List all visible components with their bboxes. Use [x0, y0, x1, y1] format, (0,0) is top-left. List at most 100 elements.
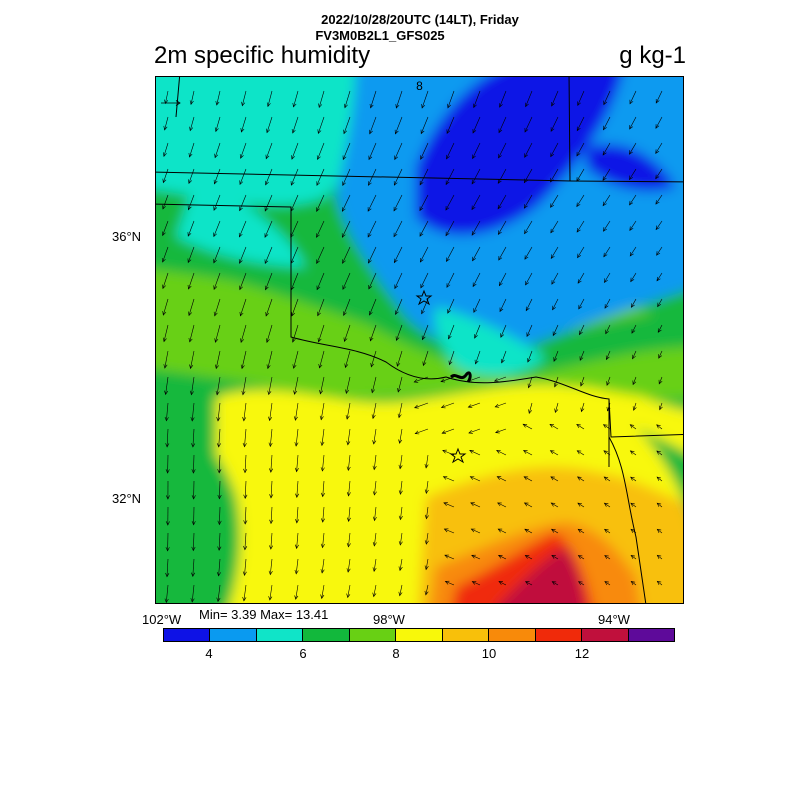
- wind-arrow: [655, 90, 663, 104]
- wind-arrow: [265, 142, 273, 160]
- wind-arrow: [191, 558, 196, 577]
- wind-arrow: [604, 298, 611, 309]
- wind-arrow: [213, 220, 221, 238]
- wind-arrow: [242, 428, 247, 448]
- wind-arrow: [603, 220, 611, 232]
- wind-arrow: [217, 532, 222, 551]
- wind-arrow: [292, 350, 299, 369]
- wind-arrow: [165, 558, 170, 578]
- wind-arrow: [290, 220, 299, 238]
- wind-arrow: [414, 402, 429, 409]
- wind-arrow: [269, 532, 274, 550]
- wind-arrow: [522, 450, 533, 456]
- wind-arrow: [395, 90, 403, 109]
- wind-arrow: [579, 350, 585, 361]
- wind-arrow: [629, 450, 637, 456]
- wind-arrow: [319, 402, 325, 421]
- wind-arrow: [500, 350, 507, 364]
- wind-arrow: [655, 220, 663, 231]
- wind-arrow: [320, 532, 325, 549]
- wind-arrow: [372, 506, 377, 522]
- wind-arrow: [346, 454, 351, 471]
- wind-arrow: [499, 298, 507, 313]
- wind-arrow: [469, 476, 481, 482]
- wind-arrow: [576, 220, 585, 233]
- forecast-datetime: 2022/10/28/20UTC (14LT), Friday: [321, 12, 519, 27]
- wind-arrow: [368, 142, 377, 161]
- wind-arrow: [397, 376, 403, 393]
- wind-arrow: [629, 142, 637, 155]
- wind-arrow: [294, 584, 299, 600]
- wind-arrow: [162, 298, 169, 316]
- wind-arrow: [265, 168, 273, 186]
- wind-arrow: [576, 450, 585, 456]
- wind-arrow: [191, 428, 196, 448]
- wind-arrow: [658, 350, 663, 359]
- colorbar-segment: [582, 629, 629, 641]
- wind-arrow: [165, 454, 170, 474]
- wind-arrow: [290, 168, 299, 186]
- variable-title: 2m specific humidity: [154, 42, 371, 69]
- wind-arrow: [442, 476, 455, 482]
- wind-arrow: [239, 298, 247, 317]
- wind-arrow: [346, 506, 351, 522]
- wind-arrow: [368, 246, 377, 264]
- wind-arrow: [551, 272, 559, 285]
- wind-arrow: [602, 142, 611, 156]
- wind-arrow: [576, 194, 585, 208]
- wind-arrow: [499, 90, 507, 108]
- wind-arrow: [580, 402, 585, 413]
- wind-arrow: [398, 454, 403, 470]
- wind-arrow: [424, 558, 429, 571]
- wind-arrow: [495, 428, 507, 434]
- wind-arrow: [630, 272, 637, 283]
- wind-arrow: [240, 116, 247, 133]
- wind-arrow: [294, 532, 299, 550]
- wind-arrow: [165, 532, 170, 552]
- lon-label-98w: 98°W: [373, 612, 405, 627]
- wind-arrow: [290, 246, 299, 265]
- wind-arrow: [630, 298, 637, 308]
- wind-arrow: [189, 116, 195, 132]
- wind-arrow: [419, 194, 429, 212]
- wind-arrow: [421, 298, 429, 315]
- wind-arrow: [162, 324, 169, 343]
- wind-arrow: [320, 558, 325, 574]
- wind-arrow: [163, 350, 169, 369]
- wind-arrow: [189, 350, 195, 370]
- wind-arrow: [576, 116, 585, 132]
- wind-arrow: [528, 402, 533, 414]
- wind-arrow: [602, 424, 611, 430]
- wind-arrow: [240, 350, 247, 370]
- wind-arrow: [397, 402, 403, 419]
- wind-arrow: [656, 476, 663, 482]
- wind-arrow: [242, 584, 247, 602]
- wind-arrow: [473, 90, 481, 109]
- wind-arrow: [631, 324, 637, 334]
- state-borders: [156, 77, 683, 603]
- wind-arrow: [656, 502, 663, 508]
- wind-arrow: [398, 558, 403, 572]
- colorbar-segment: [535, 629, 583, 641]
- wind-arrow: [656, 272, 663, 282]
- wind-arrow: [421, 90, 429, 109]
- wind-arrow: [445, 168, 455, 186]
- wind-arrow: [656, 580, 663, 586]
- lon-label-102w: 102°W: [142, 612, 182, 627]
- wind-arrow: [162, 194, 169, 210]
- wind-arrow: [320, 480, 325, 498]
- wind-arrow: [629, 424, 637, 430]
- wind-arrow: [320, 428, 325, 447]
- wind-arrow: [393, 220, 403, 238]
- wind-arrow: [241, 376, 247, 396]
- wind-arrow: [321, 506, 325, 523]
- wind-arrow: [444, 580, 455, 586]
- wind-arrow: [216, 402, 221, 422]
- wind-arrow: [213, 298, 221, 317]
- wind-arrow: [345, 402, 351, 420]
- wind-arrow: [603, 476, 611, 482]
- wind-arrow: [342, 168, 351, 187]
- wind-arrow: [191, 532, 196, 552]
- wind-arrow: [630, 502, 637, 508]
- wind-arrow: [552, 324, 559, 337]
